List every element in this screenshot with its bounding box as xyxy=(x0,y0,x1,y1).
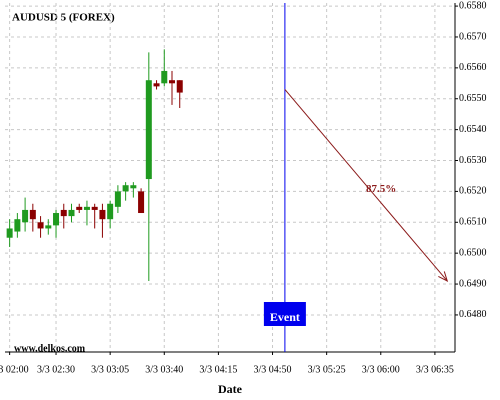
candle-body xyxy=(130,185,137,189)
y-tick-label: 0.6570 xyxy=(459,31,487,42)
y-tick-label: 0.6480 xyxy=(459,309,487,320)
x-tick-label: 3/3 06:00 xyxy=(362,364,400,375)
candle-body xyxy=(76,206,83,210)
candle-body xyxy=(153,83,160,87)
x-axis-label: Date xyxy=(218,382,243,396)
candle-body xyxy=(14,219,21,232)
candle-body xyxy=(145,80,152,180)
candle-body xyxy=(122,185,129,192)
x-tick-label: 3/3 02:30 xyxy=(37,364,75,375)
candle-body xyxy=(37,222,44,229)
candle-body xyxy=(68,209,75,217)
x-tick-label: 3/3 03:40 xyxy=(145,364,183,375)
candle-body xyxy=(107,203,114,220)
candle-body xyxy=(60,209,67,217)
x-tick-label: 3/3 04:15 xyxy=(199,364,237,375)
y-tick-label: 0.6540 xyxy=(459,124,487,135)
x-tick-label: 3/3 06:35 xyxy=(416,364,454,375)
candle-body xyxy=(53,213,60,226)
candle-body xyxy=(99,209,106,220)
candle-body xyxy=(161,70,168,84)
candle-body xyxy=(45,225,52,229)
candle-body xyxy=(29,209,36,220)
event-box xyxy=(263,302,306,326)
candle-body xyxy=(138,191,145,214)
y-tick-label: 0.6490 xyxy=(459,278,487,289)
y-tick-label: 0.6580 xyxy=(459,0,487,11)
chart-title: AUDUSD 5 (FOREX) xyxy=(12,12,115,24)
y-tick-label: 0.6510 xyxy=(459,217,487,228)
candle-body xyxy=(6,228,13,238)
x-tick-label: 3/3 03:05 xyxy=(91,364,129,375)
candle-body xyxy=(22,209,29,223)
x-tick-label: 3/3 04:50 xyxy=(253,364,291,375)
forecast-label: 87.5% xyxy=(366,183,396,195)
event-label: Event xyxy=(270,310,300,324)
x-tick-label: 3/3 02:00 xyxy=(0,364,29,375)
candle-body xyxy=(83,206,90,210)
y-tick-label: 0.6520 xyxy=(459,186,487,197)
arrow-head xyxy=(438,271,449,282)
y-tick-label: 0.6530 xyxy=(459,155,487,166)
forecast-arrow xyxy=(284,89,448,282)
candle-body xyxy=(91,206,98,210)
y-tick-label: 0.6560 xyxy=(459,62,487,73)
x-tick-label: 3/3 05:25 xyxy=(308,364,346,375)
y-tick-label: 0.6550 xyxy=(459,93,487,104)
y-tick-label: 0.6500 xyxy=(459,247,487,258)
candle-body xyxy=(114,191,121,207)
candle-body xyxy=(169,80,176,84)
watermark: www.delkos.com xyxy=(14,343,86,354)
candle-body xyxy=(176,80,183,93)
